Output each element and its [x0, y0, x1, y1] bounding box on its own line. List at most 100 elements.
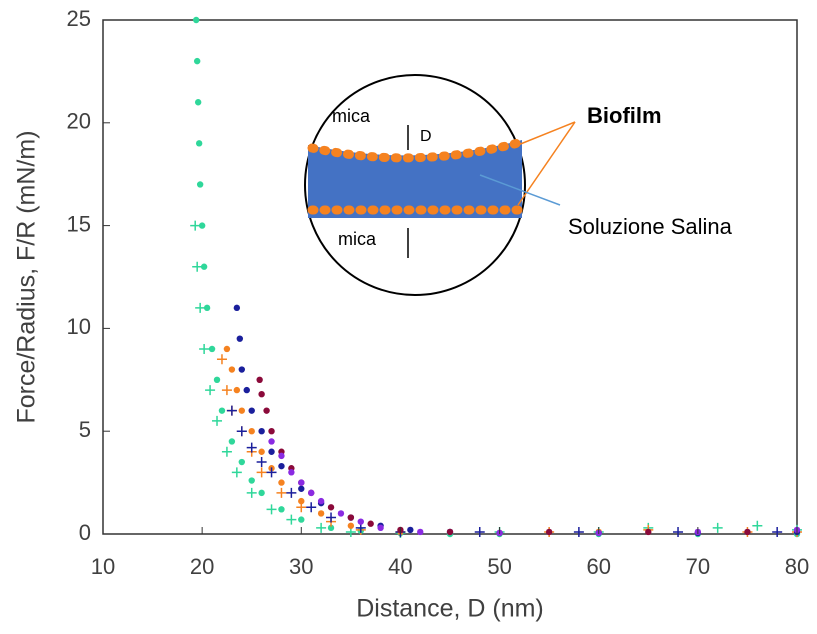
point	[192, 16, 200, 24]
pointer-arrow	[517, 121, 576, 206]
point	[228, 438, 236, 445]
point	[298, 479, 305, 486]
biofilm-top	[307, 138, 523, 163]
point	[296, 502, 307, 513]
point	[199, 343, 210, 354]
point	[192, 261, 203, 272]
point	[208, 345, 216, 353]
point	[238, 458, 245, 466]
point	[266, 467, 277, 478]
point	[221, 385, 232, 396]
x-tick-label: 80	[785, 554, 809, 579]
point	[194, 99, 202, 106]
point	[213, 376, 221, 383]
point	[238, 407, 245, 414]
point	[407, 526, 414, 534]
point	[573, 526, 584, 537]
pointer-arrow	[517, 121, 576, 146]
point	[367, 520, 374, 527]
point	[263, 407, 270, 414]
point	[308, 489, 315, 497]
y-tick-label: 5	[79, 417, 91, 442]
point	[327, 504, 335, 511]
point	[545, 528, 553, 536]
point	[258, 489, 265, 497]
point	[347, 514, 355, 521]
point	[200, 263, 208, 270]
point	[298, 497, 305, 505]
point	[337, 510, 345, 517]
point	[712, 522, 723, 533]
point	[278, 506, 285, 513]
annotation: mica	[338, 229, 377, 249]
point	[190, 220, 201, 231]
point	[256, 467, 267, 478]
pointer-arrow	[479, 174, 561, 206]
point	[246, 442, 257, 453]
point	[246, 487, 257, 498]
x-tick-label: 70	[686, 554, 710, 579]
inset-diagram: mica D mica Biofilm Soluzione Salina	[304, 74, 733, 296]
point	[231, 467, 242, 478]
point	[248, 428, 255, 435]
point	[256, 457, 267, 468]
point	[212, 415, 223, 426]
y-tick-label: 10	[67, 314, 91, 339]
x-tick-label: 50	[487, 554, 511, 579]
point	[248, 477, 255, 484]
point	[317, 497, 325, 505]
annotation: Biofilm	[587, 103, 662, 128]
point	[266, 504, 277, 515]
point	[286, 514, 297, 525]
point	[752, 520, 763, 531]
annotation: D	[420, 128, 432, 145]
point	[286, 487, 297, 498]
point	[221, 446, 232, 457]
y-tick-label: 20	[67, 109, 91, 134]
point	[198, 222, 206, 229]
point	[347, 522, 355, 529]
point	[218, 407, 226, 414]
point	[327, 524, 335, 532]
point	[417, 528, 424, 536]
point	[298, 516, 305, 523]
point	[203, 304, 211, 312]
point	[288, 469, 295, 476]
x-tick-label: 60	[586, 554, 610, 579]
point	[306, 502, 317, 513]
point	[268, 448, 275, 455]
x-axis-label: Distance, D (nm)	[356, 595, 544, 623]
point	[278, 462, 285, 470]
point	[357, 518, 364, 525]
point	[446, 528, 454, 536]
y-axis-label: Force/Radius, F/R (mN/m)	[13, 130, 41, 423]
point	[673, 526, 684, 537]
point	[228, 366, 236, 373]
point	[278, 479, 285, 486]
point	[233, 304, 241, 312]
point	[317, 510, 325, 517]
point	[223, 345, 231, 353]
point	[772, 526, 783, 537]
x-tick-label: 20	[190, 554, 214, 579]
point	[268, 428, 275, 435]
point	[226, 405, 237, 416]
point	[243, 386, 250, 394]
point	[233, 386, 241, 394]
point	[326, 512, 337, 523]
point	[236, 426, 247, 437]
annotation: mica	[332, 106, 371, 126]
x-tick-label: 10	[91, 554, 115, 579]
point	[645, 528, 652, 536]
point	[258, 428, 265, 435]
point	[278, 452, 285, 460]
point	[276, 487, 287, 498]
point	[258, 448, 265, 455]
point	[256, 376, 263, 383]
point	[196, 181, 204, 188]
y-tick-label: 15	[67, 211, 91, 236]
point	[744, 528, 751, 536]
point	[298, 485, 305, 492]
point	[216, 354, 227, 365]
